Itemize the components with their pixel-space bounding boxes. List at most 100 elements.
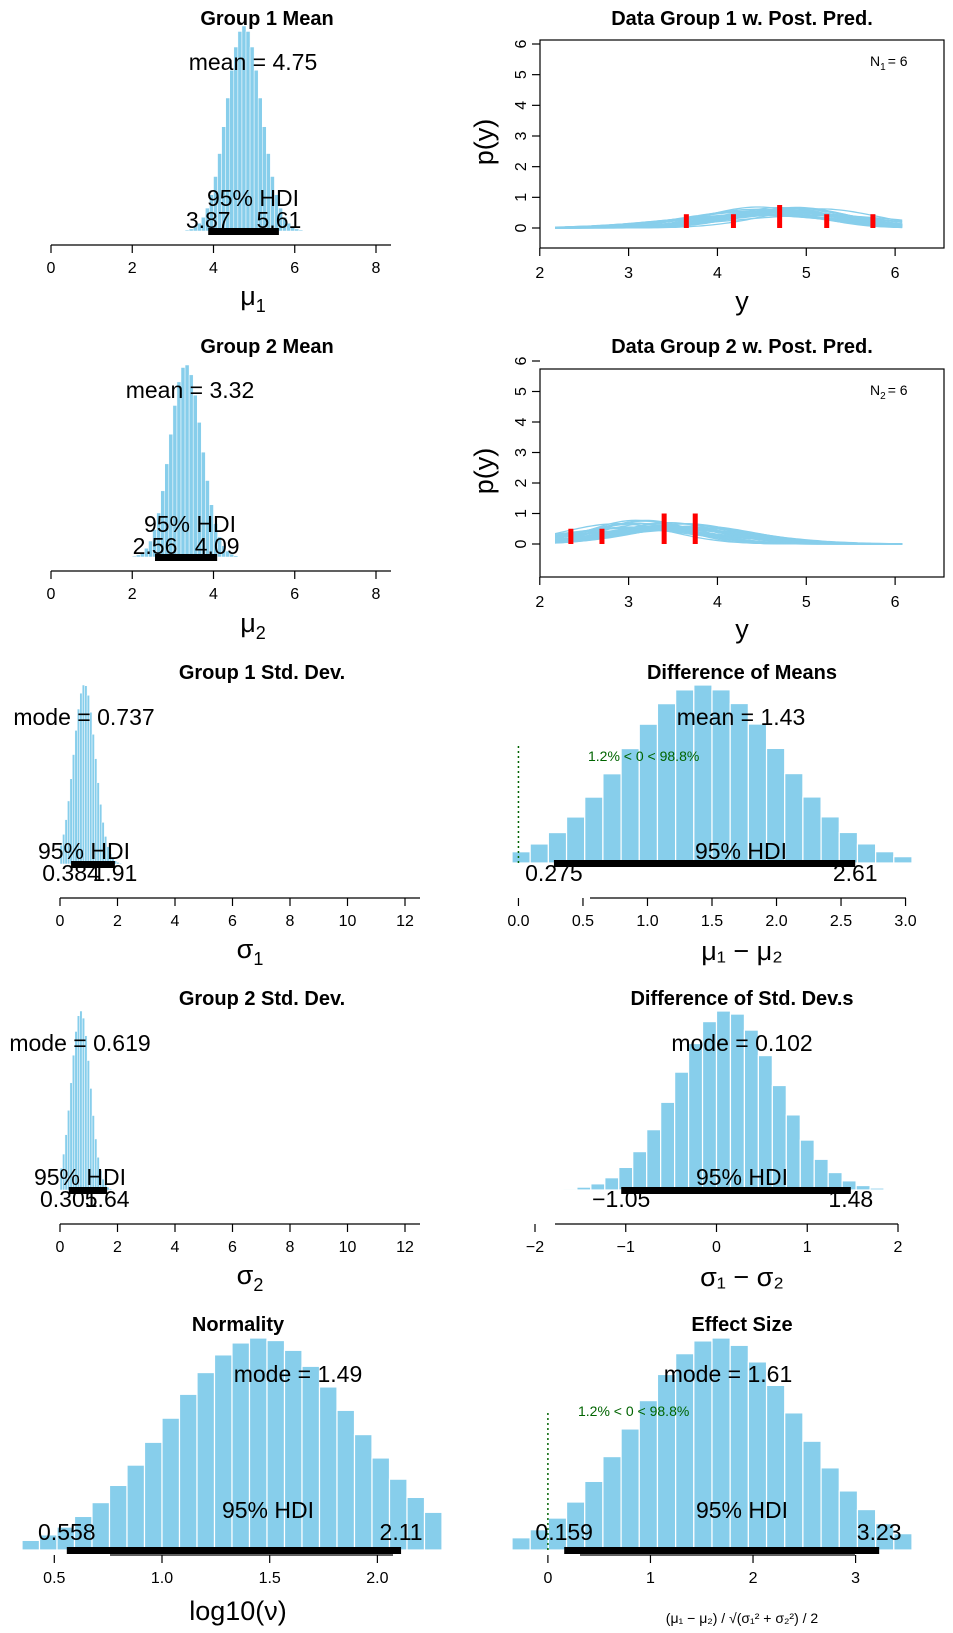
histogram-bar [820, 1467, 840, 1551]
histogram-bar [620, 1428, 640, 1551]
panel-title: Difference of Means [647, 662, 837, 684]
x-tick-label: 2 [894, 1239, 903, 1256]
hdi-upper-label: 5.61 [257, 207, 302, 233]
x-tick-label: 8 [286, 1239, 295, 1256]
panel-title: Group 1 Mean [200, 8, 333, 30]
x-tick-label: 8 [372, 260, 381, 277]
histogram-bar [161, 1417, 181, 1551]
x-axis-ticks: 0 1 2 3 [543, 1555, 860, 1587]
x-axis-label: y [735, 286, 749, 316]
posterior-histogram [132, 364, 239, 558]
panel-title: Group 1 Std. Dev. [179, 662, 345, 684]
plot-box [539, 39, 945, 249]
y-axis-label: p(y) [469, 119, 499, 166]
panel-title: Group 2 Mean [200, 336, 333, 358]
x-axis-ticks: −2 −1 0 1 2 [526, 1224, 903, 1256]
posterior-predictive-curves [555, 519, 903, 545]
x-tick-label: 2 [113, 1239, 122, 1256]
hdi-upper-label: 1.64 [85, 1186, 130, 1212]
histogram-bar [893, 856, 913, 864]
hdi-label: 95% HDI [696, 1497, 788, 1523]
x-tick-label: 10 [339, 1239, 357, 1256]
hdi-upper-label: 3.23 [857, 1519, 902, 1545]
panel-title: Difference of Std. Dev.s [630, 988, 853, 1010]
y-tick-label: 2 [513, 478, 530, 487]
hdi-upper-label: 2.11 [380, 1519, 423, 1545]
x-axis-label: y [735, 614, 749, 644]
y-tick-label: 4 [513, 101, 530, 110]
x-tick-label: 2 [128, 260, 137, 277]
histogram-bar [632, 1151, 648, 1191]
x-tick-label: 0 [543, 1570, 552, 1587]
summary-label: mode = 0.619 [9, 1030, 150, 1056]
histogram-bar [802, 796, 822, 864]
x-tick-label: 0 [712, 1239, 721, 1256]
histogram-bar [838, 831, 859, 864]
x-axis-ticks: 0.0 0.5 1.0 1.5 2.0 2.5 3.0 [507, 898, 917, 930]
predictive-curve [555, 529, 903, 545]
panel-normality: Normality 0.5 1.0 1.5 2.0 mode = 1.49 95% H… [21, 1314, 443, 1626]
posterior-histogram [59, 1010, 113, 1191]
panel-group1-sd: Group 1 Std. Dev. 0 2 4 6 8 10 12 mode = 0.737… [13, 662, 420, 969]
histogram-bar [802, 1440, 822, 1551]
x-tick-label: 3 [851, 1570, 860, 1587]
x-tick-label: 1.0 [636, 913, 658, 930]
x-axis-ticks: 0 2 4 6 8 10 12 [56, 898, 414, 930]
x-tick-label: 1 [803, 1239, 812, 1256]
comparison-label: 1.2% < 0 < 98.8% [588, 748, 699, 764]
hdi-lower-label: 0.159 [535, 1519, 593, 1545]
histogram-bar [511, 1537, 531, 1551]
y-axis-ticks: 0 1 2 3 4 5 6 [513, 356, 540, 548]
x-tick-label: 6 [891, 265, 900, 282]
x-axis-label: log10(ν) [189, 1596, 287, 1626]
x-tick-label: 8 [372, 586, 381, 603]
histogram-bar [660, 1101, 676, 1191]
panel-title: Data Group 1 w. Post. Pred. [611, 8, 873, 30]
hdi-lower-label: 0.305 [40, 1186, 98, 1212]
histogram-bar [196, 1371, 216, 1551]
panel-effect-size: Effect Size 0 1 2 3 mode = 1.61 1.2% < 0 < … [511, 1314, 913, 1626]
summary-label: mode = 0.737 [13, 704, 154, 730]
histogram-bar [656, 1373, 677, 1551]
histogram-bar [562, 1188, 578, 1191]
x-tick-label: 5 [802, 265, 811, 282]
panel-title: Effect Size [691, 1314, 792, 1336]
x-tick-label: −2 [526, 1239, 544, 1256]
summary-label: mode = 1.61 [664, 1361, 793, 1387]
y-tick-label: 0 [513, 539, 530, 548]
predictive-curve [555, 523, 903, 545]
x-tick-label: 2.0 [366, 1570, 388, 1587]
hdi-lower-label: 0.384 [42, 860, 100, 886]
y-axis-label: p(y) [469, 448, 499, 495]
hdi-lower-label: 0.558 [38, 1519, 96, 1545]
y-tick-label: 4 [513, 417, 530, 426]
panel-title: Group 2 Std. Dev. [179, 988, 345, 1010]
y-tick-label: 5 [513, 70, 530, 79]
hdi-label: 95% HDI [144, 511, 236, 537]
panel-posterior-predictive-group1: Data Group 1 w. Post. Pred. 2 3 4 5 6 0 1 2 3 4 5… [469, 8, 945, 316]
x-axis-label: μ₁ − μ₂ [701, 936, 782, 966]
y-tick-label: 3 [513, 448, 530, 457]
y-tick-label: 6 [513, 356, 530, 365]
x-tick-label: 2 [128, 586, 137, 603]
histogram-bar [602, 1455, 622, 1551]
y-tick-label: 5 [513, 387, 530, 396]
histogram-bar [423, 1511, 443, 1551]
posterior-histogram [511, 684, 913, 864]
x-tick-label: 4 [171, 913, 180, 930]
x-tick-label: 4 [209, 586, 218, 603]
x-axis-label: σ2 [237, 1260, 264, 1295]
panel-group2-mean: Group 2 Mean 0 2 4 6 8 mean = 3.32 95% HDI 2… [47, 336, 391, 643]
histogram-bar [838, 1490, 859, 1551]
x-tick-label: 4 [713, 265, 722, 282]
summary-label: mean = 1.43 [677, 704, 806, 730]
x-tick-label: 3 [624, 594, 633, 611]
x-axis-ticks: 2 3 4 5 6 [535, 577, 900, 611]
x-axis-ticks: 0 2 4 6 8 [47, 571, 381, 603]
histogram-bar [353, 1433, 373, 1551]
histogram-bar [126, 1464, 146, 1551]
histogram-bar [674, 1071, 690, 1191]
histogram-bar [298, 229, 304, 232]
x-tick-label: 12 [396, 1239, 414, 1256]
